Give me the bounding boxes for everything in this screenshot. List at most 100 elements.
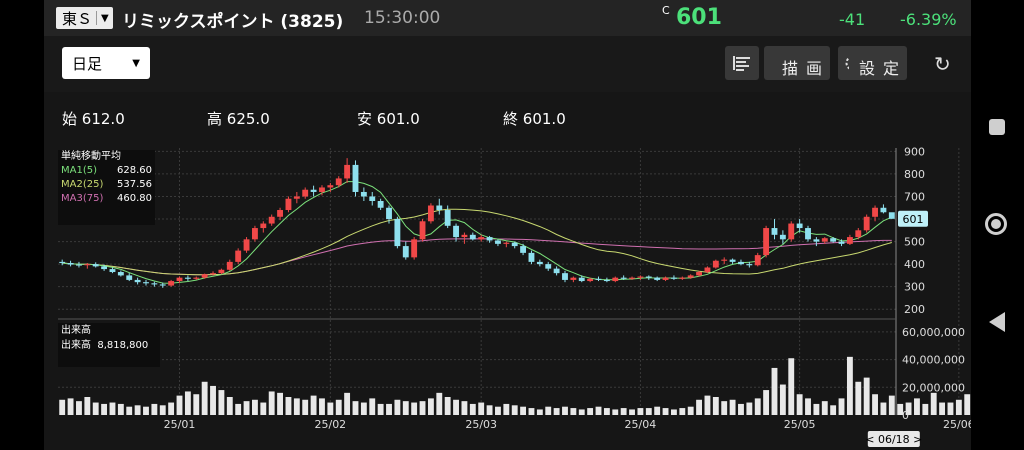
volume-bar (570, 408, 577, 415)
candle-body (863, 216, 870, 231)
volume-bar (344, 392, 351, 415)
candle-body (603, 279, 610, 282)
volume-bar (117, 403, 124, 415)
volume-bar (444, 397, 451, 415)
candle-body (553, 268, 560, 274)
draw-label: 描画 (781, 59, 830, 78)
volume-bar (302, 399, 309, 415)
chart-toolbar: 日足 ▼ 描画 設定 (44, 36, 971, 92)
crosshair-date-tag (867, 431, 920, 447)
volume-bar (738, 403, 744, 415)
candle-body (310, 189, 317, 192)
volume-bar (277, 392, 284, 415)
candle-body (704, 267, 711, 273)
candle-body (528, 252, 535, 262)
volume-bar (645, 408, 652, 415)
candle-body (838, 241, 845, 244)
volume-bar (947, 402, 954, 415)
volume-bar (411, 402, 418, 415)
volume-bar (369, 398, 376, 415)
month-tick-label: 25/06 (943, 418, 971, 431)
volume-bar (159, 405, 166, 415)
volume-bar (880, 402, 887, 415)
volume-bar (603, 408, 610, 415)
volume-bar (821, 401, 828, 415)
refresh-icon[interactable]: ↻ (934, 52, 951, 76)
volume-bar (335, 399, 342, 415)
candle-body (754, 255, 761, 266)
candle-body (335, 178, 342, 186)
volume-bar (712, 397, 719, 415)
candle-body (469, 234, 476, 240)
candle-body (394, 219, 401, 247)
candle-body (763, 228, 770, 256)
last-price-tag-label: 601 (903, 213, 924, 226)
price-tick-label: 400 (904, 258, 925, 271)
volume-bar (587, 408, 594, 415)
candle-body (243, 239, 250, 251)
price-change-pct: -6.39% (900, 10, 957, 29)
volume-bar (235, 403, 242, 415)
price-chart[interactable]: 90080070060050040030020060,000,00040,000… (44, 140, 971, 450)
recent-apps-icon[interactable] (989, 119, 1005, 135)
volume-bar (863, 377, 870, 415)
volume-bar (746, 402, 753, 415)
candle-body (143, 282, 149, 284)
volume-bar (905, 402, 912, 415)
candle-body (201, 274, 208, 278)
volume-bar (352, 401, 359, 415)
volume-bar (520, 406, 527, 415)
chevron-down-icon: ▼ (101, 12, 109, 24)
candle-body (268, 216, 275, 224)
volume-bar (92, 402, 99, 415)
price-tick-label: 200 (904, 303, 925, 316)
volume-legend: 出来高 出来高 8,818,800 (58, 323, 160, 367)
period-select[interactable]: 日足 ▼ (62, 47, 150, 79)
candle-body (821, 238, 828, 242)
ohlc-close: 終 601.0 (503, 110, 566, 128)
volume-bar (637, 408, 644, 415)
candle-body (562, 273, 568, 280)
ma1-legend: MA1(5) 628.60 (61, 165, 152, 176)
month-tick-label: 25/05 (784, 418, 816, 431)
volume-bar (486, 405, 493, 415)
volume-bar (184, 391, 191, 415)
volume-bar (629, 409, 635, 415)
candle-body (293, 196, 300, 199)
volume-bar (838, 398, 845, 415)
candle-body (855, 230, 862, 238)
volume-bar (251, 399, 258, 415)
candle-body (721, 259, 728, 261)
candle-body (495, 240, 501, 244)
market-select[interactable]: 東Ｓ ▼ (56, 7, 113, 29)
volume-bar (578, 409, 585, 415)
volume-bar (260, 402, 267, 415)
price-flag: C (662, 4, 670, 17)
volume-bar (897, 403, 904, 415)
candle-body (402, 246, 409, 258)
bars-icon (733, 56, 750, 71)
current-price: 601 (676, 5, 722, 30)
settings-button[interactable]: 設定 (838, 46, 907, 80)
candle-body (251, 228, 258, 240)
candle-body (620, 277, 627, 279)
home-icon[interactable] (985, 213, 1007, 235)
volume-bar (59, 399, 66, 415)
candle-body (612, 277, 619, 282)
candle-body (319, 187, 325, 192)
volume-bar (319, 398, 325, 415)
volume-bar (469, 403, 476, 415)
volume-bar (377, 403, 384, 415)
volume-bar (553, 408, 560, 415)
candle-body (729, 259, 736, 262)
candle-body (168, 281, 175, 286)
indicator-button[interactable] (725, 46, 759, 80)
draw-button[interactable]: 描画 (764, 46, 830, 80)
back-icon[interactable] (989, 312, 1005, 332)
candle-body (796, 223, 803, 229)
candle-body (545, 264, 552, 269)
candle-body (109, 269, 116, 273)
month-tick-label: 25/02 (314, 418, 346, 431)
candle-body (117, 272, 124, 276)
app-window: 東Ｓ ▼ リミックスポイント (3825) 15:30:00 C 601 -41 … (44, 0, 971, 450)
